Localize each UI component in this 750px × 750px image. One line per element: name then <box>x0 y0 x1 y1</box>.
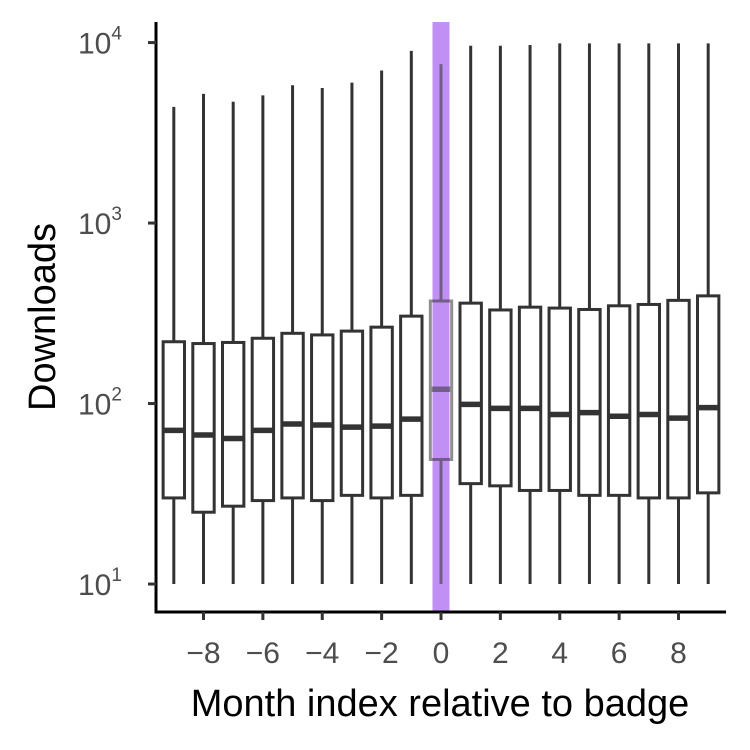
box-month-9 <box>696 43 721 585</box>
box-iqr <box>369 325 394 500</box>
box-month-5 <box>577 43 602 585</box>
box-iqr <box>517 305 543 492</box>
box-month--2 <box>369 70 394 585</box>
box-iqr <box>458 301 483 486</box>
x-tick-label: 4 <box>551 637 568 670</box>
box-month-6 <box>606 43 632 585</box>
box-iqr <box>221 340 246 508</box>
ticks-layer: 101 102 103 104 −8 −6 −4 −2 0 2 4 6 8 <box>78 24 687 670</box>
box-iqr <box>161 340 186 500</box>
box-iqr <box>636 302 661 500</box>
box-month--5 <box>280 85 305 585</box>
y-axis-title: Downloads <box>22 223 64 411</box>
box-month--8 <box>191 93 216 585</box>
box-month-2 <box>488 45 513 585</box>
box-month--3 <box>339 82 365 585</box>
badge-highlight-layer <box>432 22 450 612</box>
box-iqr <box>577 307 602 497</box>
box-month--1 <box>399 50 424 585</box>
box-iqr <box>547 306 572 492</box>
boxes-layer <box>161 43 721 585</box>
badge-highlight-band <box>432 22 450 612</box>
box-month--7 <box>221 101 246 585</box>
box-iqr <box>488 308 513 488</box>
box-iqr <box>428 299 454 461</box>
box-iqr <box>339 329 365 497</box>
x-tick-label: 6 <box>611 637 628 670</box>
box-iqr <box>696 294 721 495</box>
x-tick-label: 8 <box>670 637 687 670</box>
box-month-3 <box>517 44 543 585</box>
box-iqr <box>250 336 276 503</box>
box-month-8 <box>666 43 691 585</box>
x-tick-label: 0 <box>433 637 450 670</box>
box-month-4 <box>547 43 572 585</box>
x-tick-label: −4 <box>305 637 339 670</box>
box-iqr <box>191 342 216 514</box>
x-tick-label: −2 <box>365 637 399 670</box>
y-tick-label: 103 <box>78 204 122 241</box>
y-tick-label: 104 <box>78 24 122 61</box>
box-month--4 <box>310 88 335 585</box>
box-month-7 <box>636 43 661 585</box>
box-iqr <box>310 333 335 503</box>
box-month-1 <box>458 45 483 585</box>
box-month--9 <box>161 106 186 585</box>
box-iqr <box>606 304 632 497</box>
box-iqr <box>280 331 305 500</box>
box-month--6 <box>250 95 276 585</box>
box-iqr <box>666 298 691 500</box>
y-tick-label: 102 <box>78 385 122 422</box>
x-tick-label: 2 <box>492 637 509 670</box>
box-iqr <box>399 314 424 497</box>
y-tick-label: 101 <box>78 565 122 602</box>
x-axis-title: Month index relative to badge <box>191 683 690 725</box>
x-tick-label: −8 <box>186 637 220 670</box>
x-tick-label: −6 <box>246 637 280 670</box>
box-month-0 <box>428 64 454 585</box>
